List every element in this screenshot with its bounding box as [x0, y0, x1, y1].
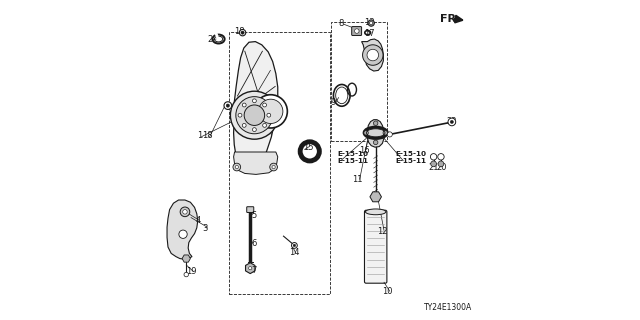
- Circle shape: [370, 21, 373, 25]
- Text: 18: 18: [234, 28, 244, 36]
- Circle shape: [368, 20, 374, 26]
- Text: E-15-10
E-15-11: E-15-10 E-15-11: [338, 151, 369, 164]
- Text: TY24E1300A: TY24E1300A: [424, 303, 472, 312]
- Circle shape: [438, 154, 444, 160]
- Text: 19: 19: [186, 267, 196, 276]
- Circle shape: [374, 140, 378, 145]
- Text: 9: 9: [330, 98, 335, 107]
- Text: 15: 15: [303, 143, 314, 152]
- Polygon shape: [234, 152, 278, 174]
- Text: 5: 5: [252, 212, 257, 220]
- Polygon shape: [234, 42, 278, 173]
- Circle shape: [184, 272, 189, 277]
- Circle shape: [259, 99, 283, 124]
- Circle shape: [236, 165, 239, 169]
- Circle shape: [387, 132, 392, 137]
- Circle shape: [362, 45, 383, 65]
- FancyBboxPatch shape: [365, 210, 387, 283]
- Circle shape: [252, 99, 256, 103]
- Circle shape: [292, 243, 297, 248]
- Polygon shape: [367, 120, 384, 147]
- Circle shape: [179, 230, 187, 238]
- Circle shape: [249, 267, 252, 270]
- Circle shape: [254, 95, 287, 128]
- Text: 12: 12: [377, 227, 388, 236]
- Circle shape: [374, 121, 378, 125]
- Circle shape: [262, 103, 266, 107]
- Circle shape: [252, 128, 256, 132]
- Polygon shape: [167, 200, 198, 259]
- Text: 14: 14: [289, 248, 300, 257]
- Circle shape: [267, 113, 271, 117]
- Text: 10: 10: [382, 287, 392, 296]
- Circle shape: [262, 124, 266, 127]
- Text: 17: 17: [364, 29, 375, 38]
- Circle shape: [355, 29, 359, 33]
- Circle shape: [367, 49, 379, 61]
- Circle shape: [438, 161, 444, 167]
- Bar: [229, 32, 330, 294]
- Text: 22: 22: [447, 117, 457, 126]
- Circle shape: [448, 118, 456, 126]
- Ellipse shape: [365, 209, 386, 215]
- Circle shape: [224, 102, 232, 109]
- Circle shape: [243, 103, 246, 107]
- Circle shape: [227, 104, 230, 107]
- Text: 20: 20: [436, 163, 447, 172]
- FancyBboxPatch shape: [247, 207, 254, 212]
- Text: 18: 18: [202, 132, 212, 140]
- Polygon shape: [362, 39, 383, 71]
- Text: 16: 16: [360, 146, 370, 155]
- Circle shape: [230, 91, 278, 139]
- Polygon shape: [370, 192, 381, 202]
- Circle shape: [238, 113, 242, 117]
- Text: 1: 1: [197, 132, 203, 140]
- Circle shape: [451, 120, 454, 124]
- FancyBboxPatch shape: [352, 27, 362, 36]
- Circle shape: [431, 154, 437, 160]
- Text: 6: 6: [252, 239, 257, 248]
- Circle shape: [383, 131, 388, 135]
- Text: 21: 21: [429, 163, 439, 172]
- Text: 4: 4: [195, 216, 200, 225]
- Circle shape: [233, 163, 241, 171]
- Text: 13: 13: [364, 18, 375, 27]
- Circle shape: [236, 97, 273, 134]
- Circle shape: [364, 131, 369, 135]
- Circle shape: [431, 161, 436, 167]
- Circle shape: [180, 207, 190, 217]
- Text: 3: 3: [203, 224, 208, 233]
- Circle shape: [241, 31, 244, 34]
- Text: E-15-10
E-15-11: E-15-10 E-15-11: [396, 151, 426, 164]
- Text: FR.: FR.: [440, 13, 461, 24]
- Polygon shape: [182, 255, 191, 262]
- Circle shape: [272, 165, 275, 169]
- Text: 11: 11: [353, 175, 363, 184]
- Circle shape: [243, 124, 246, 127]
- Text: 8: 8: [339, 20, 344, 28]
- Circle shape: [183, 210, 188, 214]
- Text: 7: 7: [252, 266, 257, 275]
- Bar: [332, 22, 387, 141]
- Text: 2: 2: [207, 36, 212, 44]
- Circle shape: [239, 29, 246, 36]
- Circle shape: [293, 244, 296, 247]
- Circle shape: [270, 163, 278, 171]
- Circle shape: [244, 105, 265, 125]
- Polygon shape: [246, 263, 255, 274]
